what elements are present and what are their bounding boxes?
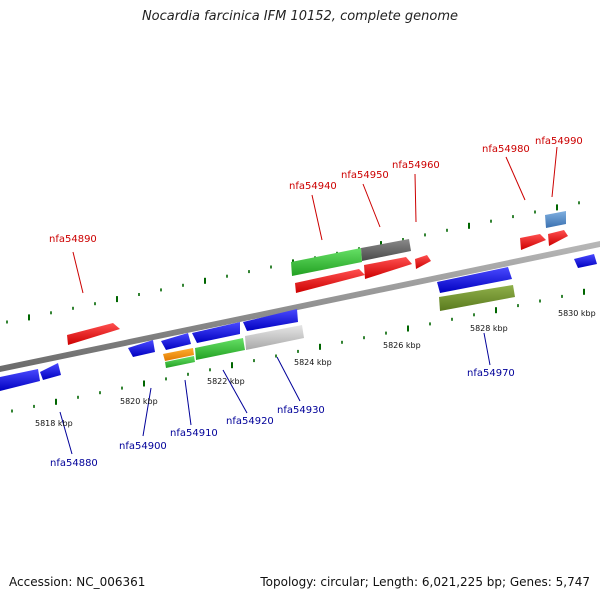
- accession-text: Accession: NC_006361: [9, 575, 146, 589]
- gene-nfa54960[interactable]: [364, 257, 412, 279]
- kbp-label: 5818 kbp: [35, 419, 73, 428]
- gene-nfa54940[interactable]: [291, 248, 362, 276]
- gene-nfa54910b[interactable]: [163, 348, 194, 361]
- kbp-label: 5822 kbp: [207, 377, 245, 386]
- gene-nfa54890[interactable]: [67, 323, 120, 345]
- gene-nfa54930b[interactable]: [243, 309, 298, 331]
- gene-nfa54970b[interactable]: [437, 267, 512, 293]
- lower-tick-row: [11, 288, 585, 413]
- gene-nfa54870[interactable]: [0, 369, 40, 391]
- kbp-label: 5824 kbp: [294, 358, 332, 367]
- forward-leader-lines: [72, 146, 558, 294]
- gene-nfa54880[interactable]: [40, 363, 61, 380]
- gene-label[interactable]: nfa54990: [535, 136, 583, 147]
- forward-strand-genes: [67, 211, 568, 345]
- reverse-gene-labels: nfa54880 nfa54900 nfa54910 nfa54920 nfa5…: [50, 368, 515, 469]
- gene-nfa54950[interactable]: [361, 239, 411, 261]
- gene-nfa55000[interactable]: [574, 254, 597, 268]
- gene-nfa54910[interactable]: [161, 333, 191, 350]
- gene-label[interactable]: nfa54910: [170, 428, 218, 439]
- map-title: Nocardia farcinica IFM 10152, complete g…: [141, 9, 459, 24]
- reverse-leader-lines: [59, 332, 491, 455]
- gene-label[interactable]: nfa54970: [467, 368, 515, 379]
- gene-label[interactable]: nfa54940: [289, 181, 337, 192]
- kbp-labels: 5818 kbp 5820 kbp 5822 kbp 5824 kbp 5826…: [35, 309, 596, 428]
- gene-nfa54980[interactable]: [520, 234, 546, 250]
- chromosome-axis: [0, 241, 600, 372]
- gene-nfa54970[interactable]: [439, 285, 515, 311]
- gene-nfa54900[interactable]: [128, 340, 155, 357]
- kbp-label: 5830 kbp: [558, 309, 596, 318]
- kbp-label: 5820 kbp: [120, 397, 158, 406]
- gene-label[interactable]: nfa54980: [482, 144, 530, 155]
- gene-nfa54930[interactable]: [245, 325, 304, 350]
- gene-label[interactable]: nfa54890: [49, 234, 97, 245]
- gene-nfa54990b[interactable]: [545, 211, 566, 228]
- reverse-strand-genes: [0, 254, 597, 391]
- gene-label[interactable]: nfa54950: [341, 170, 389, 181]
- gene-label[interactable]: nfa54880: [50, 458, 98, 469]
- gene-label[interactable]: nfa54930: [277, 405, 325, 416]
- gene-nfa54990[interactable]: [548, 230, 568, 246]
- gene-nfa54940b[interactable]: [295, 269, 365, 293]
- kbp-label: 5828 kbp: [470, 324, 508, 333]
- gene-nfa54910c[interactable]: [165, 356, 195, 368]
- gene-nfa54920b[interactable]: [192, 322, 240, 343]
- gene-label[interactable]: nfa54960: [392, 160, 440, 171]
- gene-nfa54920[interactable]: [195, 338, 245, 360]
- forward-gene-labels: nfa54890 nfa54940 nfa54950 nfa54960 nfa5…: [49, 136, 583, 245]
- gene-label[interactable]: nfa54920: [226, 416, 274, 427]
- genome-summary-text: Topology: circular; Length: 6,021,225 bp…: [260, 575, 590, 589]
- kbp-label: 5826 kbp: [383, 341, 421, 350]
- gene-label[interactable]: nfa54900: [119, 441, 167, 452]
- gene-nfa54960b[interactable]: [415, 255, 431, 269]
